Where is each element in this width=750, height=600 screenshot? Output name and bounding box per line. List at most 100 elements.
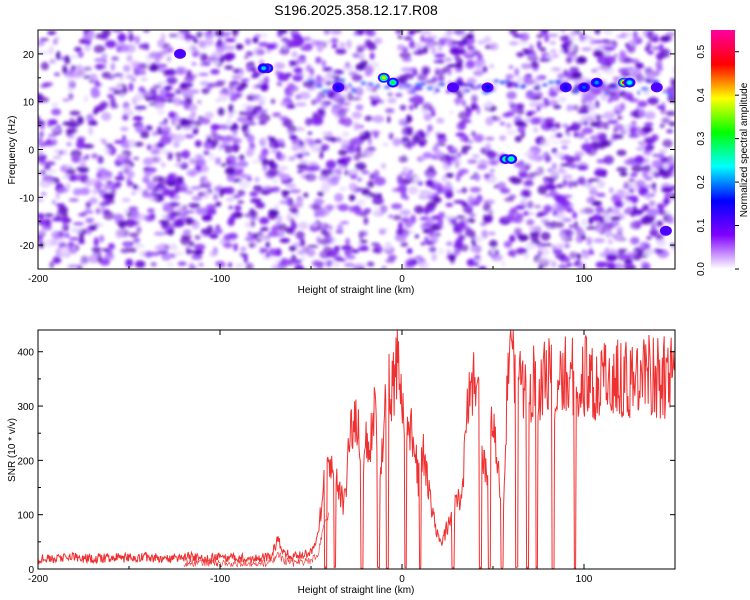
speckle-blob (297, 169, 304, 174)
speckle-blob (320, 103, 327, 109)
speckle-blob (539, 47, 546, 52)
speckle-blob (445, 172, 454, 178)
speckle-blob (327, 131, 333, 137)
speckle-blob (589, 37, 596, 46)
speckle-blob (79, 187, 91, 196)
y-tick-label: 400 (17, 348, 34, 359)
speckle-blob (122, 101, 130, 111)
speckle-blob (519, 32, 530, 42)
speckle-blob (422, 46, 429, 54)
speckle-blob (94, 182, 104, 187)
speckle-blob (426, 172, 435, 176)
speckle-blob (611, 195, 620, 203)
speckle-blob (456, 40, 469, 46)
speckle-blob (252, 36, 259, 44)
speckle-blob (427, 124, 433, 132)
speckle-blob (167, 173, 175, 182)
speckle-blob (620, 102, 626, 111)
speckle-blob (344, 249, 352, 256)
speckle-blob (517, 163, 528, 168)
speckle-blob (469, 186, 482, 193)
speckle-blob (55, 51, 61, 60)
speckle-blob (271, 225, 279, 233)
y-tick-label: 200 (17, 456, 34, 467)
speckle-blob (544, 155, 552, 163)
speckle-blob (609, 216, 621, 221)
speckle-blob (399, 104, 407, 111)
speckle-blob (488, 210, 494, 214)
snr-panel: -200 -100 0 100 0 100 200 300 400 Height of str… (7, 329, 676, 596)
speckle-blob (133, 69, 140, 77)
speckle-blob (434, 53, 446, 59)
speckle-blob (225, 56, 232, 62)
speckle-blob (432, 91, 437, 95)
speckle-blob (387, 92, 393, 97)
speckle-blob (503, 240, 513, 248)
speckle-blob (260, 226, 269, 232)
speckle-blob (436, 117, 445, 124)
speckle-blob (95, 104, 106, 112)
speckle-blob (350, 249, 360, 254)
speckle-blob (285, 183, 297, 189)
speckle-blob (631, 58, 640, 65)
speckle-blob (192, 128, 199, 135)
speckle-blob (59, 246, 70, 256)
speckle-blob (356, 47, 364, 54)
speckle-blob (591, 214, 603, 222)
y-tick-label: 0 (28, 565, 34, 576)
speckle-blob (427, 165, 435, 174)
speckle-blob (295, 102, 307, 107)
speckle-blob (607, 91, 617, 96)
speckle-blob (613, 262, 624, 269)
speckle-blob (79, 160, 87, 168)
speckle-blob (563, 69, 569, 78)
speckle-blob (539, 30, 548, 37)
speckle-blob (122, 86, 128, 95)
speckle-blob (408, 30, 416, 35)
speckle-blob (558, 167, 564, 172)
speckle-blob (448, 110, 455, 114)
speckle-blob (454, 67, 463, 73)
speckle-blob (138, 43, 149, 50)
speckle-blob (231, 30, 239, 37)
speckle-blob (474, 236, 483, 243)
speckle-blob (241, 119, 249, 125)
speckle-blob (406, 248, 413, 255)
speckle-blob (350, 174, 357, 180)
speckle-blob (644, 67, 654, 74)
speckle-blob (623, 57, 634, 64)
tone-band-dot (646, 80, 652, 84)
speckle-blob (268, 136, 277, 143)
speckle-blob (336, 158, 347, 166)
speckle-blob (327, 137, 339, 142)
speckle-blob (219, 188, 224, 198)
speckle-blob (320, 168, 331, 177)
speckle-blob (323, 236, 334, 244)
speckle-blob (282, 175, 289, 180)
speckle-blob (135, 125, 144, 133)
speckle-blob (201, 87, 210, 95)
tone-band-dot (351, 88, 357, 93)
speckle-blob (93, 45, 106, 54)
speckle-blob (646, 122, 651, 126)
speckle-blob (310, 68, 315, 76)
speckle-blob (466, 77, 477, 85)
speckle-blob (38, 235, 44, 243)
speckle-blob (434, 232, 441, 237)
speckle-blob (630, 236, 640, 245)
speckle-blob (358, 246, 369, 252)
speckle-blob (349, 205, 355, 213)
speckle-blob (422, 152, 433, 159)
speckle-blob (252, 71, 260, 77)
speckle-blob (280, 263, 284, 269)
speckle-blob (353, 31, 358, 36)
speckle-blob (144, 214, 155, 222)
speckle-blob (666, 158, 675, 165)
speckle-blob (341, 245, 353, 251)
speckle-blob (70, 227, 82, 234)
speckle-blob (330, 262, 341, 268)
speckle-blob (153, 231, 166, 236)
speckle-blob (343, 169, 350, 176)
speckle-blob (185, 250, 196, 254)
speckle-blob (52, 155, 62, 160)
